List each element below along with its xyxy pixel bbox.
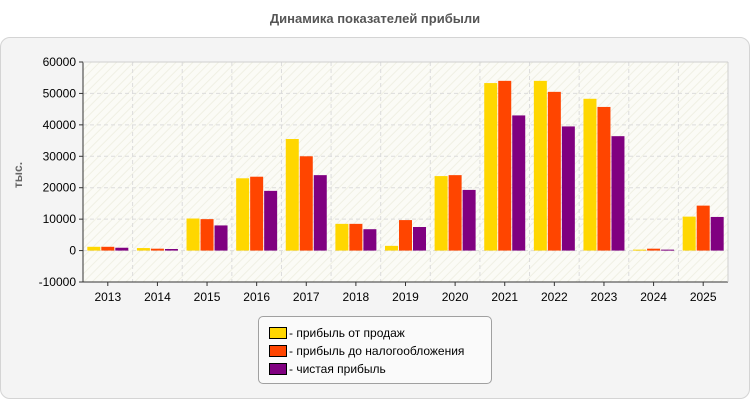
bar xyxy=(484,83,498,251)
bar xyxy=(250,176,264,251)
bar xyxy=(434,176,448,251)
bar xyxy=(512,115,526,251)
x-tick-label: 2020 xyxy=(442,290,469,304)
x-tick-label: 2019 xyxy=(392,290,419,304)
y-axis-label: тыс. xyxy=(11,161,25,189)
bar xyxy=(186,218,200,251)
bar xyxy=(399,220,412,251)
x-tick-label: 2016 xyxy=(243,290,270,304)
x-tick-label: 2025 xyxy=(690,290,717,304)
bar xyxy=(299,156,313,251)
y-tick-label: -10000 xyxy=(39,275,77,289)
bar xyxy=(413,227,426,251)
bar xyxy=(611,136,625,251)
x-tick-label: 2021 xyxy=(491,290,518,304)
x-tick-label: 2015 xyxy=(194,290,221,304)
legend-swatch-icon xyxy=(269,327,287,339)
bar xyxy=(448,175,462,251)
y-tick-label: 0 xyxy=(69,244,76,258)
bar xyxy=(661,249,675,251)
legend-label: - чистая прибыль xyxy=(289,362,386,376)
bar xyxy=(597,106,611,251)
bar xyxy=(313,175,327,251)
bar xyxy=(214,225,228,251)
bar xyxy=(101,246,115,251)
x-tick-label: 2018 xyxy=(343,290,370,304)
y-tick-label: 40000 xyxy=(43,118,77,132)
bar xyxy=(547,91,561,251)
y-tick-label: 60000 xyxy=(43,55,77,69)
legend-swatch-icon xyxy=(269,363,287,375)
bar xyxy=(647,248,661,251)
y-tick-label: 50000 xyxy=(43,86,77,100)
x-tick-label: 2022 xyxy=(541,290,568,304)
legend-label: - прибыль от продаж xyxy=(289,326,405,340)
bar xyxy=(363,229,377,251)
bar xyxy=(236,178,250,251)
y-tick-label: 30000 xyxy=(43,149,77,163)
bar xyxy=(200,219,214,251)
bar xyxy=(136,248,150,251)
y-tick-label: 10000 xyxy=(43,212,77,226)
bar xyxy=(349,223,363,251)
bar xyxy=(385,245,398,251)
legend: - прибыль от продаж - прибыль до налогоо… xyxy=(258,316,492,384)
bar xyxy=(710,216,724,251)
bar xyxy=(335,223,349,251)
bar xyxy=(633,249,647,251)
bar xyxy=(462,189,476,251)
x-tick-label: 2024 xyxy=(640,290,667,304)
x-tick-label: 2013 xyxy=(94,290,121,304)
bar xyxy=(583,98,597,251)
chart-title: Динамика показателей прибыли xyxy=(269,11,481,26)
bar xyxy=(164,249,178,251)
bar xyxy=(498,80,512,251)
bar xyxy=(150,248,164,251)
bar xyxy=(561,126,575,251)
y-axis-label-box: тыс. xyxy=(8,155,28,195)
y-tick-label: 20000 xyxy=(43,181,77,195)
legend-swatch-icon xyxy=(269,345,287,357)
bar xyxy=(115,247,129,251)
legend-item-net-profit: - чистая прибыль xyxy=(269,361,386,377)
legend-label: - прибыль до налогообложения xyxy=(289,344,465,358)
x-tick-label: 2014 xyxy=(144,290,171,304)
legend-item-pretax-profit: - прибыль до налогообложения xyxy=(269,343,464,359)
x-tick-label: 2017 xyxy=(293,290,320,304)
bar xyxy=(264,190,278,251)
bar xyxy=(87,246,101,251)
bar xyxy=(285,139,299,251)
x-tick-label: 2023 xyxy=(591,290,618,304)
bar xyxy=(696,205,710,251)
bar xyxy=(533,80,547,251)
legend-item-sales-profit: - прибыль от продаж xyxy=(269,325,405,341)
bar xyxy=(682,216,696,251)
